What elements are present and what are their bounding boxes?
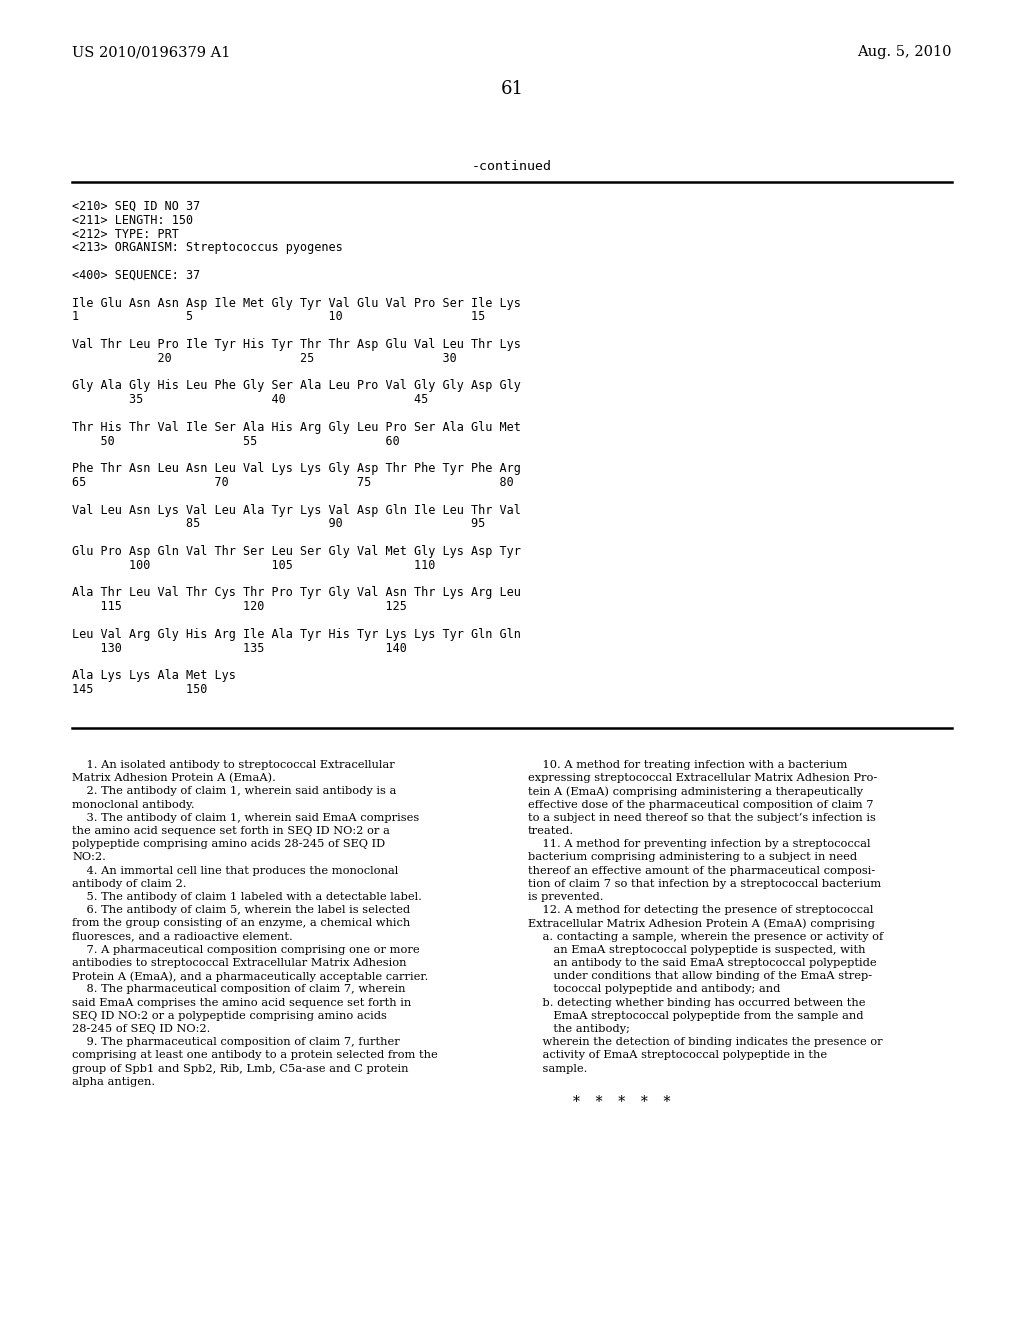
- Text: <211> LENGTH: 150: <211> LENGTH: 150: [72, 214, 194, 227]
- Text: <210> SEQ ID NO 37: <210> SEQ ID NO 37: [72, 201, 201, 213]
- Text: 7. A pharmaceutical composition comprising one or more: 7. A pharmaceutical composition comprisi…: [72, 945, 420, 954]
- Text: 2. The antibody of claim 1, wherein said antibody is a: 2. The antibody of claim 1, wherein said…: [72, 787, 396, 796]
- Text: polypeptide comprising amino acids 28-245 of SEQ ID: polypeptide comprising amino acids 28-24…: [72, 840, 385, 849]
- Text: treated.: treated.: [528, 826, 574, 836]
- Text: Phe Thr Asn Leu Asn Leu Val Lys Lys Gly Asp Thr Phe Tyr Phe Arg: Phe Thr Asn Leu Asn Leu Val Lys Lys Gly …: [72, 462, 521, 475]
- Text: 115                 120                 125: 115 120 125: [72, 601, 407, 614]
- Text: 1. An isolated antibody to streptococcal Extracellular: 1. An isolated antibody to streptococcal…: [72, 760, 394, 770]
- Text: 65                  70                  75                  80: 65 70 75 80: [72, 477, 514, 488]
- Text: 1               5                   10                  15: 1 5 10 15: [72, 310, 485, 323]
- Text: 5. The antibody of claim 1 labeled with a detectable label.: 5. The antibody of claim 1 labeled with …: [72, 892, 422, 902]
- Text: 50                  55                  60: 50 55 60: [72, 434, 399, 447]
- Text: a. contacting a sample, wherein the presence or activity of: a. contacting a sample, wherein the pres…: [528, 932, 884, 941]
- Text: monoclonal antibody.: monoclonal antibody.: [72, 800, 195, 809]
- Text: Matrix Adhesion Protein A (EmaA).: Matrix Adhesion Protein A (EmaA).: [72, 774, 275, 784]
- Text: 6. The antibody of claim 5, wherein the label is selected: 6. The antibody of claim 5, wherein the …: [72, 906, 411, 915]
- Text: Ala Thr Leu Val Thr Cys Thr Pro Tyr Gly Val Asn Thr Lys Arg Leu: Ala Thr Leu Val Thr Cys Thr Pro Tyr Gly …: [72, 586, 521, 599]
- Text: -continued: -continued: [472, 160, 552, 173]
- Text: 4. An immortal cell line that produces the monoclonal: 4. An immortal cell line that produces t…: [72, 866, 398, 875]
- Text: Aug. 5, 2010: Aug. 5, 2010: [857, 45, 952, 59]
- Text: *   *   *   *   *: * * * * *: [573, 1094, 671, 1109]
- Text: 145             150: 145 150: [72, 682, 208, 696]
- Text: 10. A method for treating infection with a bacterium: 10. A method for treating infection with…: [528, 760, 848, 770]
- Text: 12. A method for detecting the presence of streptococcal: 12. A method for detecting the presence …: [528, 906, 873, 915]
- Text: the antibody;: the antibody;: [528, 1024, 630, 1034]
- Text: 9. The pharmaceutical composition of claim 7, further: 9. The pharmaceutical composition of cla…: [72, 1038, 399, 1047]
- Text: Leu Val Arg Gly His Arg Ile Ala Tyr His Tyr Lys Lys Tyr Gln Gln: Leu Val Arg Gly His Arg Ile Ala Tyr His …: [72, 628, 521, 640]
- Text: 8. The pharmaceutical composition of claim 7, wherein: 8. The pharmaceutical composition of cla…: [72, 985, 406, 994]
- Text: 11. A method for preventing infection by a streptococcal: 11. A method for preventing infection by…: [528, 840, 870, 849]
- Text: Thr His Thr Val Ile Ser Ala His Arg Gly Leu Pro Ser Ala Glu Met: Thr His Thr Val Ile Ser Ala His Arg Gly …: [72, 421, 521, 434]
- Text: Val Thr Leu Pro Ile Tyr His Tyr Thr Thr Asp Glu Val Leu Thr Lys: Val Thr Leu Pro Ile Tyr His Tyr Thr Thr …: [72, 338, 521, 351]
- Text: group of Spb1 and Spb2, Rib, Lmb, C5a-ase and C protein: group of Spb1 and Spb2, Rib, Lmb, C5a-as…: [72, 1064, 409, 1073]
- Text: under conditions that allow binding of the EmaA strep-: under conditions that allow binding of t…: [528, 972, 872, 981]
- Text: US 2010/0196379 A1: US 2010/0196379 A1: [72, 45, 230, 59]
- Text: Glu Pro Asp Gln Val Thr Ser Leu Ser Gly Val Met Gly Lys Asp Tyr: Glu Pro Asp Gln Val Thr Ser Leu Ser Gly …: [72, 545, 521, 558]
- Text: Extracellular Matrix Adhesion Protein A (EmaA) comprising: Extracellular Matrix Adhesion Protein A …: [528, 919, 874, 929]
- Text: comprising at least one antibody to a protein selected from the: comprising at least one antibody to a pr…: [72, 1051, 437, 1060]
- Text: EmaA streptococcal polypeptide from the sample and: EmaA streptococcal polypeptide from the …: [528, 1011, 863, 1020]
- Text: 61: 61: [501, 81, 523, 98]
- Text: an EmaA streptococcal polypeptide is suspected, with: an EmaA streptococcal polypeptide is sus…: [528, 945, 865, 954]
- Text: <400> SEQUENCE: 37: <400> SEQUENCE: 37: [72, 269, 201, 282]
- Text: tein A (EmaA) comprising administering a therapeutically: tein A (EmaA) comprising administering a…: [528, 787, 863, 797]
- Text: activity of EmaA streptococcal polypeptide in the: activity of EmaA streptococcal polypepti…: [528, 1051, 827, 1060]
- Text: antibodies to streptococcal Extracellular Matrix Adhesion: antibodies to streptococcal Extracellula…: [72, 958, 407, 968]
- Text: b. detecting whether binding has occurred between the: b. detecting whether binding has occurre…: [528, 998, 865, 1007]
- Text: 3. The antibody of claim 1, wherein said EmaA comprises: 3. The antibody of claim 1, wherein said…: [72, 813, 419, 822]
- Text: alpha antigen.: alpha antigen.: [72, 1077, 155, 1086]
- Text: 28-245 of SEQ ID NO:2.: 28-245 of SEQ ID NO:2.: [72, 1024, 210, 1034]
- Text: Ile Glu Asn Asn Asp Ile Met Gly Tyr Val Glu Val Pro Ser Ile Lys: Ile Glu Asn Asn Asp Ile Met Gly Tyr Val …: [72, 297, 521, 310]
- Text: 20                  25                  30: 20 25 30: [72, 352, 457, 364]
- Text: NO:2.: NO:2.: [72, 853, 105, 862]
- Text: <213> ORGANISM: Streptococcus pyogenes: <213> ORGANISM: Streptococcus pyogenes: [72, 242, 343, 255]
- Text: from the group consisting of an enzyme, a chemical which: from the group consisting of an enzyme, …: [72, 919, 411, 928]
- Text: the amino acid sequence set forth in SEQ ID NO:2 or a: the amino acid sequence set forth in SEQ…: [72, 826, 390, 836]
- Text: Ala Lys Lys Ala Met Lys: Ala Lys Lys Ala Met Lys: [72, 669, 236, 682]
- Text: tococcal polypeptide and antibody; and: tococcal polypeptide and antibody; and: [528, 985, 780, 994]
- Text: effective dose of the pharmaceutical composition of claim 7: effective dose of the pharmaceutical com…: [528, 800, 873, 809]
- Text: is prevented.: is prevented.: [528, 892, 603, 902]
- Text: wherein the detection of binding indicates the presence or: wherein the detection of binding indicat…: [528, 1038, 883, 1047]
- Text: 130                 135                 140: 130 135 140: [72, 642, 407, 655]
- Text: Gly Ala Gly His Leu Phe Gly Ser Ala Leu Pro Val Gly Gly Asp Gly: Gly Ala Gly His Leu Phe Gly Ser Ala Leu …: [72, 379, 521, 392]
- Text: expressing streptococcal Extracellular Matrix Adhesion Pro-: expressing streptococcal Extracellular M…: [528, 774, 878, 783]
- Text: Protein A (EmaA), and a pharmaceutically acceptable carrier.: Protein A (EmaA), and a pharmaceutically…: [72, 972, 428, 982]
- Text: <212> TYPE: PRT: <212> TYPE: PRT: [72, 227, 179, 240]
- Text: fluoresces, and a radioactive element.: fluoresces, and a radioactive element.: [72, 932, 293, 941]
- Text: bacterium comprising administering to a subject in need: bacterium comprising administering to a …: [528, 853, 857, 862]
- Text: thereof an effective amount of the pharmaceutical composi-: thereof an effective amount of the pharm…: [528, 866, 876, 875]
- Text: 100                 105                 110: 100 105 110: [72, 558, 435, 572]
- Text: antibody of claim 2.: antibody of claim 2.: [72, 879, 186, 888]
- Text: said EmaA comprises the amino acid sequence set forth in: said EmaA comprises the amino acid seque…: [72, 998, 412, 1007]
- Text: an antibody to the said EmaA streptococcal polypeptide: an antibody to the said EmaA streptococc…: [528, 958, 877, 968]
- Text: to a subject in need thereof so that the subject’s infection is: to a subject in need thereof so that the…: [528, 813, 876, 822]
- Text: 85                  90                  95: 85 90 95: [72, 517, 485, 531]
- Text: 35                  40                  45: 35 40 45: [72, 393, 428, 407]
- Text: SEQ ID NO:2 or a polypeptide comprising amino acids: SEQ ID NO:2 or a polypeptide comprising …: [72, 1011, 387, 1020]
- Text: tion of claim 7 so that infection by a streptococcal bacterium: tion of claim 7 so that infection by a s…: [528, 879, 881, 888]
- Text: Val Leu Asn Lys Val Leu Ala Tyr Lys Val Asp Gln Ile Leu Thr Val: Val Leu Asn Lys Val Leu Ala Tyr Lys Val …: [72, 504, 521, 516]
- Text: sample.: sample.: [528, 1064, 588, 1073]
